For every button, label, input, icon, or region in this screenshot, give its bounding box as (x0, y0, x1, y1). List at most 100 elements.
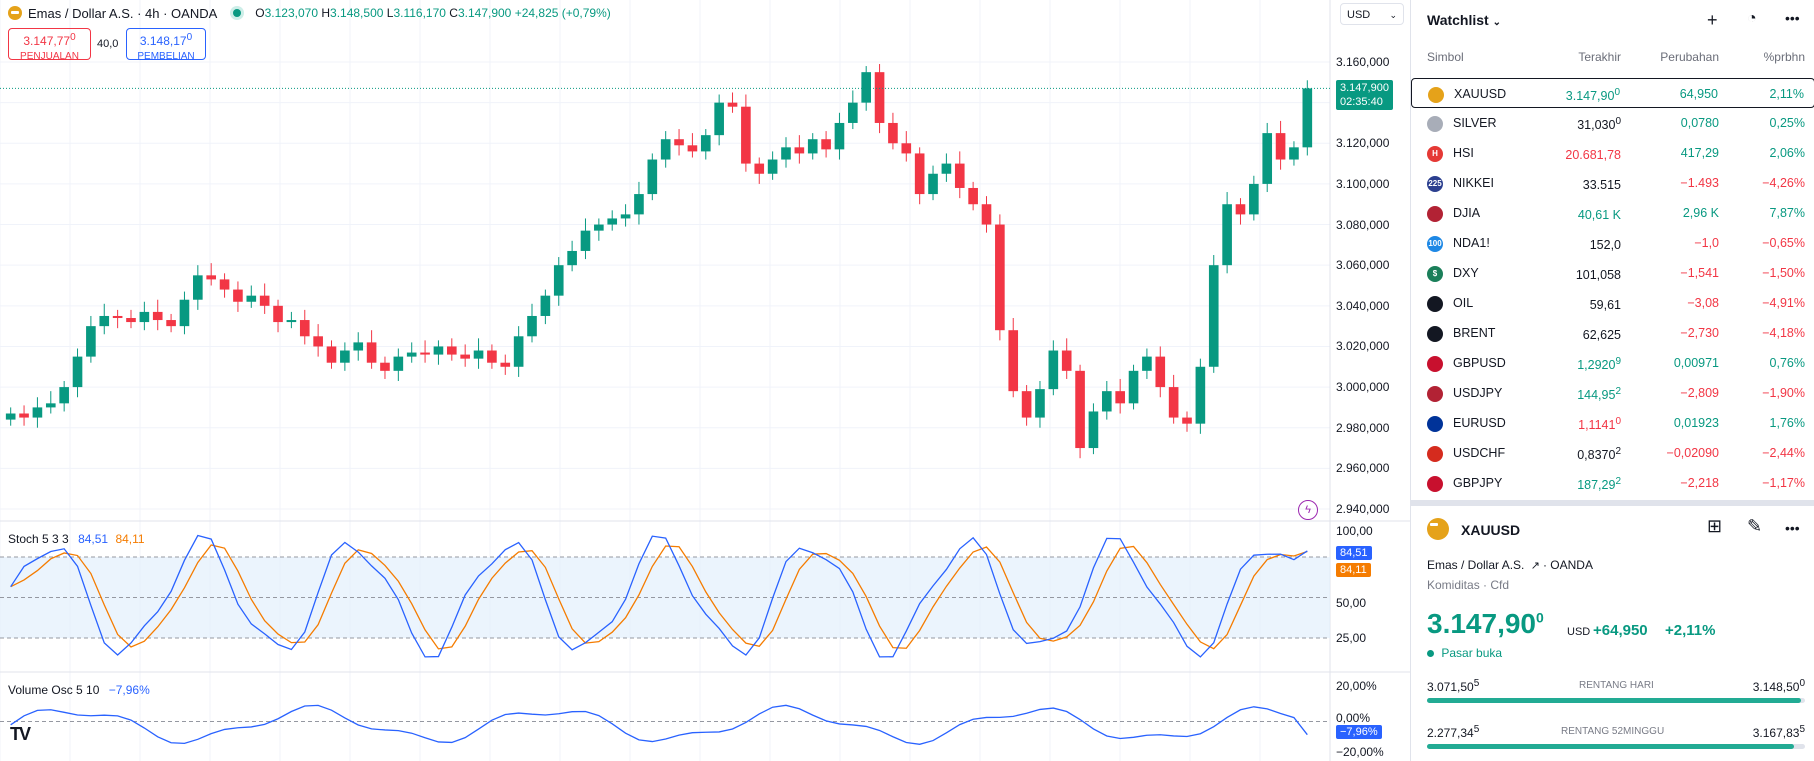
row-symbol[interactable]: NDA1! (1453, 236, 1490, 250)
panel-divider[interactable] (1411, 500, 1814, 506)
candle-body (848, 102, 858, 123)
watchlist-row[interactable]: H HSI 20.681,78 417,29 2,06% (1411, 138, 1814, 168)
candle-body (580, 230, 591, 251)
sell-button[interactable]: 3.147,770 PENJUALAN (8, 28, 91, 62)
currency-select[interactable]: USD ⌄ (1340, 3, 1404, 25)
row-symbol[interactable]: XAUUSD (1454, 87, 1507, 101)
row-symbol[interactable]: OIL (1453, 296, 1474, 310)
details-symbol[interactable]: XAUUSD (1461, 522, 1521, 538)
candle-body (513, 336, 524, 367)
watchlist-row[interactable]: BRENT 62,625 −2,730 −4,18% (1411, 318, 1814, 348)
stoch-legend[interactable]: Stoch 5 3 3 84,51 84,11 (8, 532, 145, 546)
more-icon[interactable]: ••• (1785, 520, 1800, 536)
watchlist-row[interactable]: $ DXY 101,058 −1,541 −1,50% (1411, 258, 1814, 288)
row-symbol[interactable]: DJIA (1453, 206, 1481, 220)
watchlist-row[interactable]: 225 NIKKEI 33.515 −1.493 −4,26% (1411, 168, 1814, 198)
row-symbol[interactable]: HSI (1453, 146, 1474, 160)
column-change[interactable]: Perubahan (1660, 50, 1719, 64)
candle-body (1155, 356, 1166, 388)
edit-icon[interactable]: ✎ (1747, 516, 1763, 536)
stoch-k-tag: 84,51 (1336, 546, 1372, 560)
candle-body (1088, 411, 1099, 449)
lightning-icon[interactable]: ϟ (1298, 500, 1318, 520)
candle-body (1235, 204, 1246, 215)
watchlist-row[interactable]: OIL 59,61 −3,08 −4,91% (1411, 288, 1814, 318)
column-symbol[interactable]: Simbol (1427, 50, 1464, 64)
row-change-pct: 0,25% (1769, 116, 1805, 130)
chart-area[interactable]: Emas / Dollar A.S. · 4h · OANDA O3.123,0… (0, 0, 1410, 761)
candle-body (1101, 391, 1112, 412)
volosc-legend[interactable]: Volume Osc 5 10 −7,96% (8, 683, 150, 697)
row-last: 33.515 (1582, 178, 1621, 193)
nikkei-icon: 225 (1427, 176, 1443, 192)
price-axis-label: 3.040,000 (1336, 298, 1390, 313)
candle-body (1195, 366, 1206, 424)
watchlist-row[interactable]: 100 NDA1! 152,0 −1,0 −0,65% (1411, 228, 1814, 258)
chart-legend: Emas / Dollar A.S. · 4h · OANDA O3.123,0… (8, 4, 611, 22)
candle-body (326, 346, 337, 363)
candle-body (86, 326, 96, 357)
grid-icon[interactable]: ⊞ (1707, 516, 1723, 536)
day-high: 3.148,500 (1752, 678, 1805, 694)
gbp-usd-flag-icon (1427, 356, 1443, 372)
candle-body (674, 139, 684, 146)
buy-button[interactable]: 3.148,170 PEMBELIAN (126, 28, 206, 62)
add-symbol-icon[interactable]: + (1707, 10, 1718, 30)
watchlist-row[interactable]: USDCHF 0,83702 −0,02090 −2,44% (1411, 438, 1814, 468)
row-symbol[interactable]: GBPUSD (1453, 356, 1506, 370)
details-currency: USD (1567, 626, 1591, 638)
external-link-icon[interactable]: ↗ (1530, 560, 1540, 572)
tradingview-logo-icon[interactable]: TV (10, 724, 31, 744)
watchlist-row[interactable]: SILVER 31,0300 0,0780 0,25% (1411, 108, 1814, 138)
candle-body (888, 122, 898, 144)
stoch-axis-100: 100,00 (1336, 524, 1373, 538)
watchlist-title[interactable]: Watchlist ⌄ (1427, 12, 1501, 28)
candle-body (380, 362, 390, 371)
us-flag-icon (1427, 206, 1443, 222)
volosc-line (10, 704, 1308, 745)
chart-pie-icon[interactable]: ◔ (1747, 10, 1757, 27)
more-icon[interactable]: ••• (1785, 10, 1800, 26)
watchlist-row[interactable]: EURUSD 1,11410 0,01923 1,76% (1411, 408, 1814, 438)
row-change: −2,218 (1680, 476, 1719, 490)
usd-chf-flag-icon (1427, 446, 1443, 462)
row-last: 40,61 K (1577, 208, 1621, 223)
candle-body (914, 153, 925, 195)
column-change-pct[interactable]: %prbhn (1763, 50, 1805, 64)
chevron-down-icon: ⌄ (1492, 17, 1501, 28)
candle-body (527, 315, 537, 337)
watchlist-row[interactable]: XAUUSD 3.147,900 64,950 2,11% (1411, 78, 1814, 108)
row-symbol[interactable]: USDCHF (1453, 446, 1506, 460)
candle-body (861, 72, 872, 103)
candle-body (1061, 350, 1072, 371)
candle-body (754, 163, 765, 174)
row-symbol[interactable]: BRENT (1453, 326, 1496, 340)
details-price: 3.147,900 (1427, 608, 1544, 639)
column-last[interactable]: Terakhir (1578, 50, 1621, 64)
row-symbol[interactable]: NIKKEI (1453, 176, 1494, 190)
row-symbol[interactable]: GBPJPY (1453, 476, 1503, 490)
watchlist-row[interactable]: GBPUSD 1,29209 0,00971 0,76% (1411, 348, 1814, 378)
candle-body (45, 403, 56, 408)
candle-body (446, 346, 457, 355)
candle-body (246, 295, 257, 302)
row-symbol[interactable]: USDJPY (1453, 386, 1503, 400)
legend-symbol[interactable]: Emas / Dollar A.S. · 4h · OANDA (28, 5, 218, 21)
chart-canvas[interactable] (0, 0, 1410, 761)
details-name[interactable]: Emas / Dollar A.S. ↗ · OANDA (1427, 558, 1593, 572)
row-symbol[interactable]: EURUSD (1453, 416, 1506, 430)
row-symbol[interactable]: SILVER (1453, 116, 1497, 130)
watchlist-row[interactable]: DJIA 40,61 K 2,96 K 7,87% (1411, 198, 1814, 228)
wk-low: 2.277,345 (1427, 724, 1480, 740)
row-last: 187,292 (1577, 476, 1621, 493)
row-symbol[interactable]: DXY (1453, 266, 1479, 280)
stoch-d-tag: 84,11 (1336, 563, 1371, 577)
price-axis-label: 2.940,000 (1336, 502, 1390, 516)
candle-body (340, 350, 350, 363)
watchlist-row[interactable]: USDJPY 144,952 −2,809 −1,90% (1411, 378, 1814, 408)
candle-body (567, 250, 577, 266)
row-change-pct: 2,11% (1769, 87, 1804, 101)
watchlist-row[interactable]: GBPJPY 187,292 −2,218 −1,17% (1411, 468, 1814, 498)
last-price-tag: 3.147,900 02:35:40 (1336, 80, 1393, 110)
row-change: 417,29 (1680, 146, 1719, 160)
